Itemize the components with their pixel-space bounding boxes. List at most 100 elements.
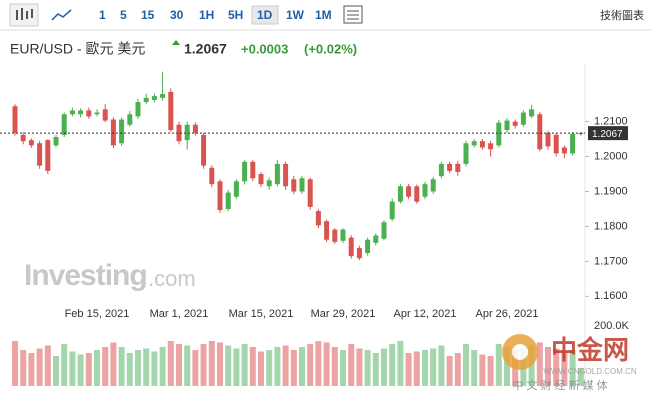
- candle-body: [242, 161, 248, 182]
- candle-body: [365, 239, 371, 254]
- volume-bar: [20, 350, 27, 386]
- button-frame: [9, 3, 39, 27]
- volume-bar: [438, 345, 445, 386]
- candle-body: [332, 229, 338, 242]
- volume-bar: [184, 345, 191, 386]
- candle-body: [340, 229, 346, 241]
- candle-icon-button[interactable]: [9, 3, 39, 27]
- volume-bar: [290, 350, 297, 386]
- candle-body: [217, 181, 223, 211]
- volume-bar: [471, 350, 478, 386]
- watermark-suffix: .com: [148, 266, 196, 291]
- candle-body: [176, 124, 182, 142]
- volume-bar: [176, 344, 182, 386]
- volume-bar: [53, 356, 59, 386]
- interval-button[interactable]: 30: [170, 8, 184, 22]
- quote-price: 1.2067: [184, 41, 227, 57]
- interval-button[interactable]: 1W: [286, 8, 305, 22]
- volume-bar: [323, 342, 330, 386]
- candle-body: [447, 163, 453, 171]
- candle-body: [119, 119, 125, 144]
- interval-button[interactable]: 15: [141, 8, 155, 22]
- candle-body: [86, 110, 92, 117]
- icon: [347, 10, 359, 20]
- interval-button[interactable]: 5: [120, 8, 127, 22]
- candle-body: [192, 124, 198, 133]
- volume-bar: [44, 345, 51, 386]
- candle-body: [307, 179, 313, 207]
- candle-body: [299, 178, 305, 192]
- x-tick-label: Mar 1, 2021: [150, 308, 209, 320]
- candle-body: [570, 133, 576, 154]
- candle-body: [45, 140, 51, 171]
- logo-url: WWW.CNGOLD.COM.CN: [543, 367, 637, 376]
- interval-button[interactable]: 5H: [228, 8, 243, 22]
- candle-body: [160, 94, 166, 98]
- volume-bar: [389, 344, 396, 386]
- candle-body: [274, 163, 280, 185]
- interval-button[interactable]: 1D: [257, 8, 273, 22]
- interval-button[interactable]: 1: [99, 8, 106, 22]
- volume-bar: [85, 353, 92, 386]
- volume-bar: [135, 350, 141, 386]
- candle-body: [151, 96, 157, 100]
- candle-body: [463, 143, 469, 164]
- volume-bar: [430, 348, 437, 386]
- table-icon-button[interactable]: [343, 5, 363, 24]
- candle-body: [545, 132, 551, 147]
- interval-button[interactable]: 1M: [315, 8, 332, 22]
- volume-bar: [208, 341, 215, 386]
- volume-bar: [143, 348, 150, 386]
- candle-body: [381, 222, 387, 239]
- y-tick-label: 1.2100: [594, 116, 628, 128]
- volume-bar: [487, 356, 494, 386]
- volume-bar: [307, 344, 314, 386]
- candle-body: [315, 211, 321, 226]
- icon: [343, 5, 363, 24]
- volume-bar: [504, 347, 510, 386]
- x-tick-label: Mar 15, 2021: [229, 308, 294, 320]
- volume-bar: [233, 348, 240, 386]
- volume-bar: [167, 341, 174, 386]
- volume-bar: [258, 351, 264, 386]
- instrument-title: EUR/USD - 歐元 美元: [10, 41, 145, 57]
- volume-bar: [348, 344, 355, 386]
- icon: [16, 8, 33, 20]
- volume-bar: [94, 350, 100, 386]
- technical-chart-link[interactable]: 技術圖表: [600, 8, 644, 22]
- volume-bar: [192, 350, 199, 386]
- candle-body: [430, 179, 436, 192]
- line-icon-button[interactable]: [51, 9, 72, 21]
- candle-body: [397, 186, 403, 202]
- y-tick-label: 1.1800: [594, 220, 628, 232]
- volume-bar: [217, 342, 223, 386]
- candle-body: [135, 102, 141, 117]
- volume-bar: [553, 348, 560, 386]
- candle-body: [422, 184, 428, 197]
- candle-body: [78, 110, 84, 115]
- candle-body: [496, 122, 502, 146]
- y-tick-label: 1.1600: [594, 290, 628, 302]
- x-tick-label: Feb 15, 2021: [65, 308, 130, 320]
- candle-body: [168, 91, 174, 130]
- volume-bar: [331, 347, 338, 386]
- volume-bar: [479, 354, 486, 386]
- volume-bar: [12, 341, 18, 386]
- logo-tagline: 中 文 财 经 新 媒 体: [512, 378, 607, 392]
- candle-body: [12, 106, 18, 133]
- candle-body: [561, 147, 567, 154]
- candle-body: [258, 174, 264, 185]
- y-tick-label: 1.1700: [594, 255, 628, 267]
- volume-bar: [61, 344, 68, 386]
- volume-bar: [241, 344, 248, 386]
- volume-bar: [118, 347, 125, 386]
- candle-body: [233, 181, 239, 197]
- logo-name: 中金网: [551, 335, 629, 365]
- interval-button[interactable]: 1H: [199, 8, 214, 22]
- volume-bar: [126, 353, 133, 386]
- watermark-brand: Investing: [24, 259, 147, 292]
- candle-body: [520, 112, 526, 125]
- candle-body: [504, 120, 510, 130]
- volume-bar: [28, 353, 35, 386]
- volume-bar: [340, 350, 346, 386]
